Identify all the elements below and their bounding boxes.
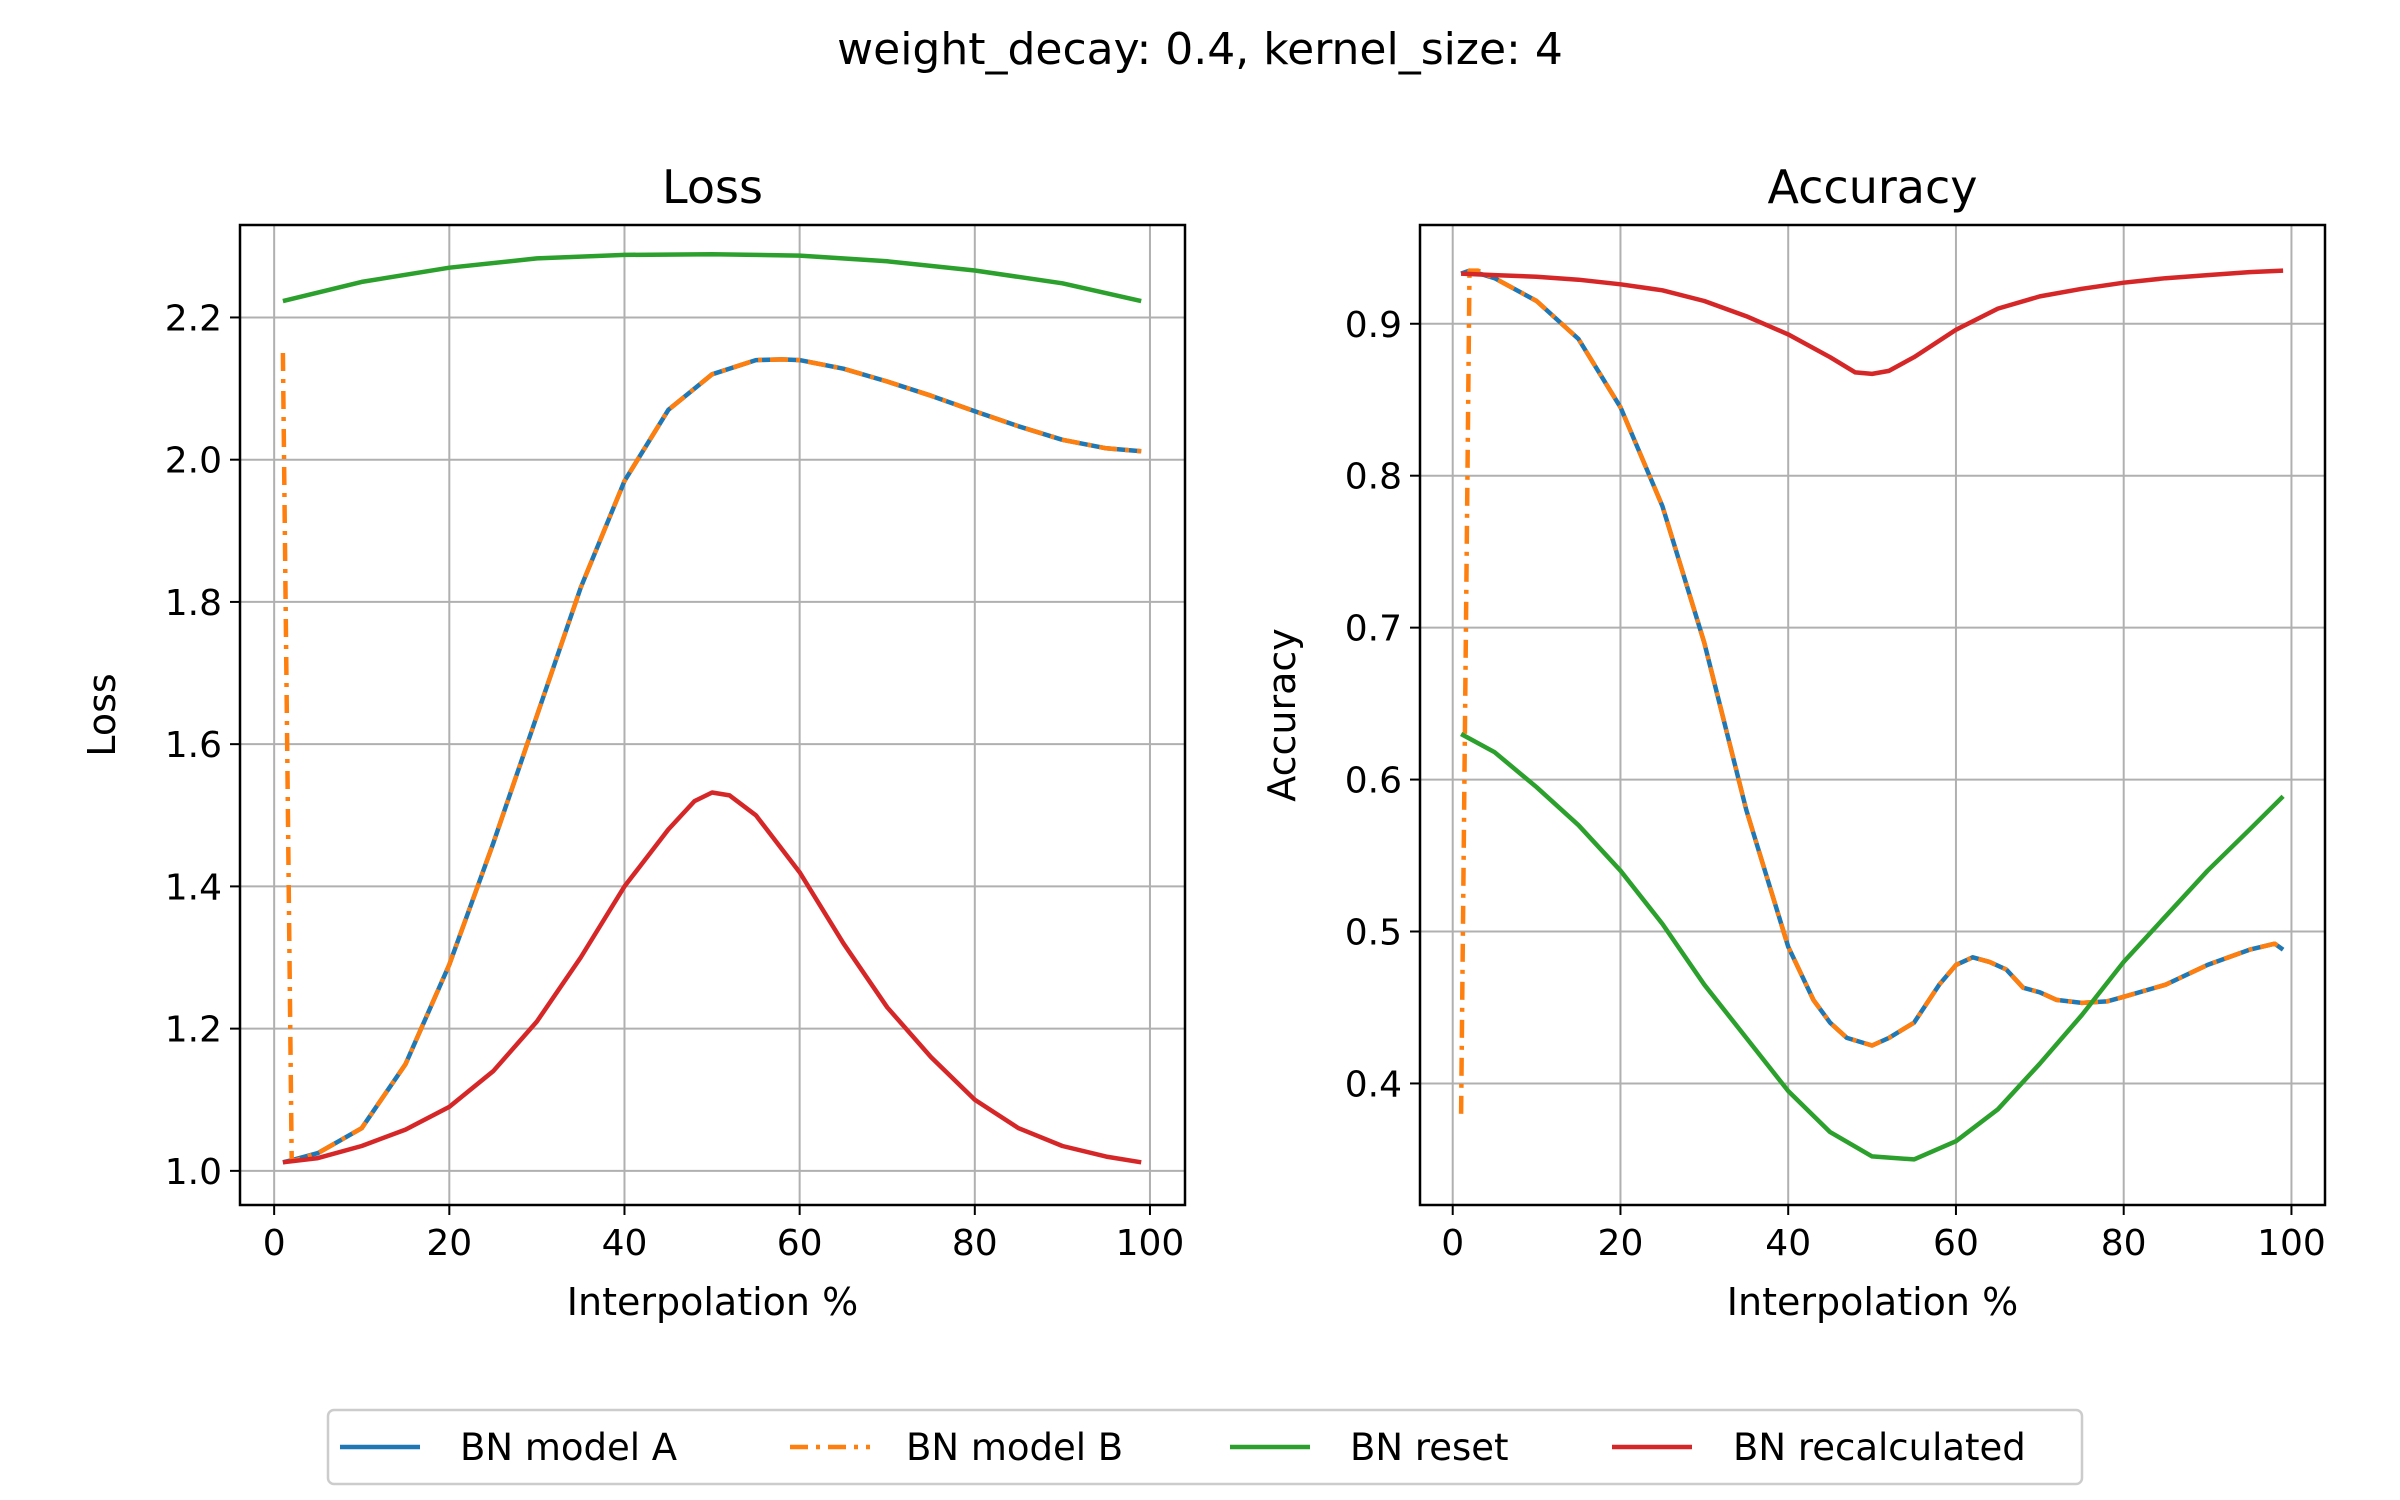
y-tick-label: 0.7 xyxy=(1345,609,1402,650)
y-tick-label: 1.2 xyxy=(165,1010,222,1051)
series-line-bn-reset xyxy=(1460,732,2285,1162)
series-line-bn-model-b xyxy=(280,352,1142,1163)
series-group xyxy=(280,251,1142,1165)
y-axis-label: Accuracy xyxy=(1260,628,1304,802)
y-tick-label: 1.4 xyxy=(165,867,222,908)
x-tick-label: 80 xyxy=(952,1223,998,1264)
panel-accuracy: 0 20 40 60 80 100 0.4 0.5 0.6 0.7 0.8 0.9 Accuracy In… xyxy=(1260,160,2327,1324)
x-tick-label: 100 xyxy=(1116,1223,1185,1264)
legend-label-bn-recalculated: BN recalculated xyxy=(1733,1426,2026,1469)
legend: BN model A BN model B BN reset BN recalcula… xyxy=(326,1408,2084,1486)
y-tick-label: 0.4 xyxy=(1345,1064,1402,1105)
axes-title: Loss xyxy=(662,160,763,214)
x-axis-label: Interpolation % xyxy=(567,1280,858,1324)
y-tick-label: 0.5 xyxy=(1345,913,1402,954)
x-tick-label: 60 xyxy=(1933,1223,1979,1264)
y-tick-label: 0.8 xyxy=(1345,457,1402,498)
x-tick-label: 100 xyxy=(2257,1223,2326,1264)
panels: 0 20 40 60 80 100 1.0 1.2 1.4 1.6 1.8 2.0 2.2 Loss Int… xyxy=(80,160,2327,1324)
y-tick-label: 0.9 xyxy=(1345,305,1402,346)
x-tick-label: 80 xyxy=(2101,1223,2147,1264)
axes-frame xyxy=(238,223,1187,1207)
x-tick-label: 40 xyxy=(602,1223,648,1264)
series-line-bn-reset xyxy=(282,251,1142,304)
legend-label-bn-model-a: BN model A xyxy=(460,1426,677,1469)
x-tick-label: 60 xyxy=(777,1223,823,1264)
figure-suptitle: weight_decay: 0.4, kernel_size: 4 xyxy=(837,24,1563,75)
y-tick-label: 2.0 xyxy=(165,441,222,482)
x-tick-label: 0 xyxy=(263,1223,286,1264)
series-line-bn-recalculated xyxy=(1460,268,2284,377)
legend-frame xyxy=(326,1408,2084,1486)
y-axis-label: Loss xyxy=(80,673,124,756)
y-tick-label: 1.0 xyxy=(165,1152,222,1193)
series-line-bn-recalculated xyxy=(282,790,1142,1165)
axes-title: Accuracy xyxy=(1767,160,1977,214)
x-tick-label: 40 xyxy=(1765,1223,1811,1264)
axes-frame xyxy=(1418,223,2327,1207)
x-axis-label: Interpolation % xyxy=(1727,1280,2018,1324)
panel-loss: 0 20 40 60 80 100 1.0 1.2 1.4 1.6 1.8 2.0 2.2 Loss Int… xyxy=(80,160,1187,1324)
x-tick-label: 0 xyxy=(1441,1223,1464,1264)
legend-label-bn-model-b: BN model B xyxy=(906,1426,1123,1469)
x-tick-label: 20 xyxy=(1598,1223,1644,1264)
y-tick-label: 2.2 xyxy=(165,298,222,339)
series-line-bn-model-b xyxy=(1458,268,2285,1114)
series-group xyxy=(1458,268,2285,1162)
y-tick-label: 1.6 xyxy=(165,725,222,766)
x-tick-label: 20 xyxy=(426,1223,472,1264)
legend-label-bn-reset: BN reset xyxy=(1350,1426,1509,1469)
y-tick-label: 0.6 xyxy=(1345,761,1402,802)
y-tick-label: 1.8 xyxy=(165,583,222,624)
